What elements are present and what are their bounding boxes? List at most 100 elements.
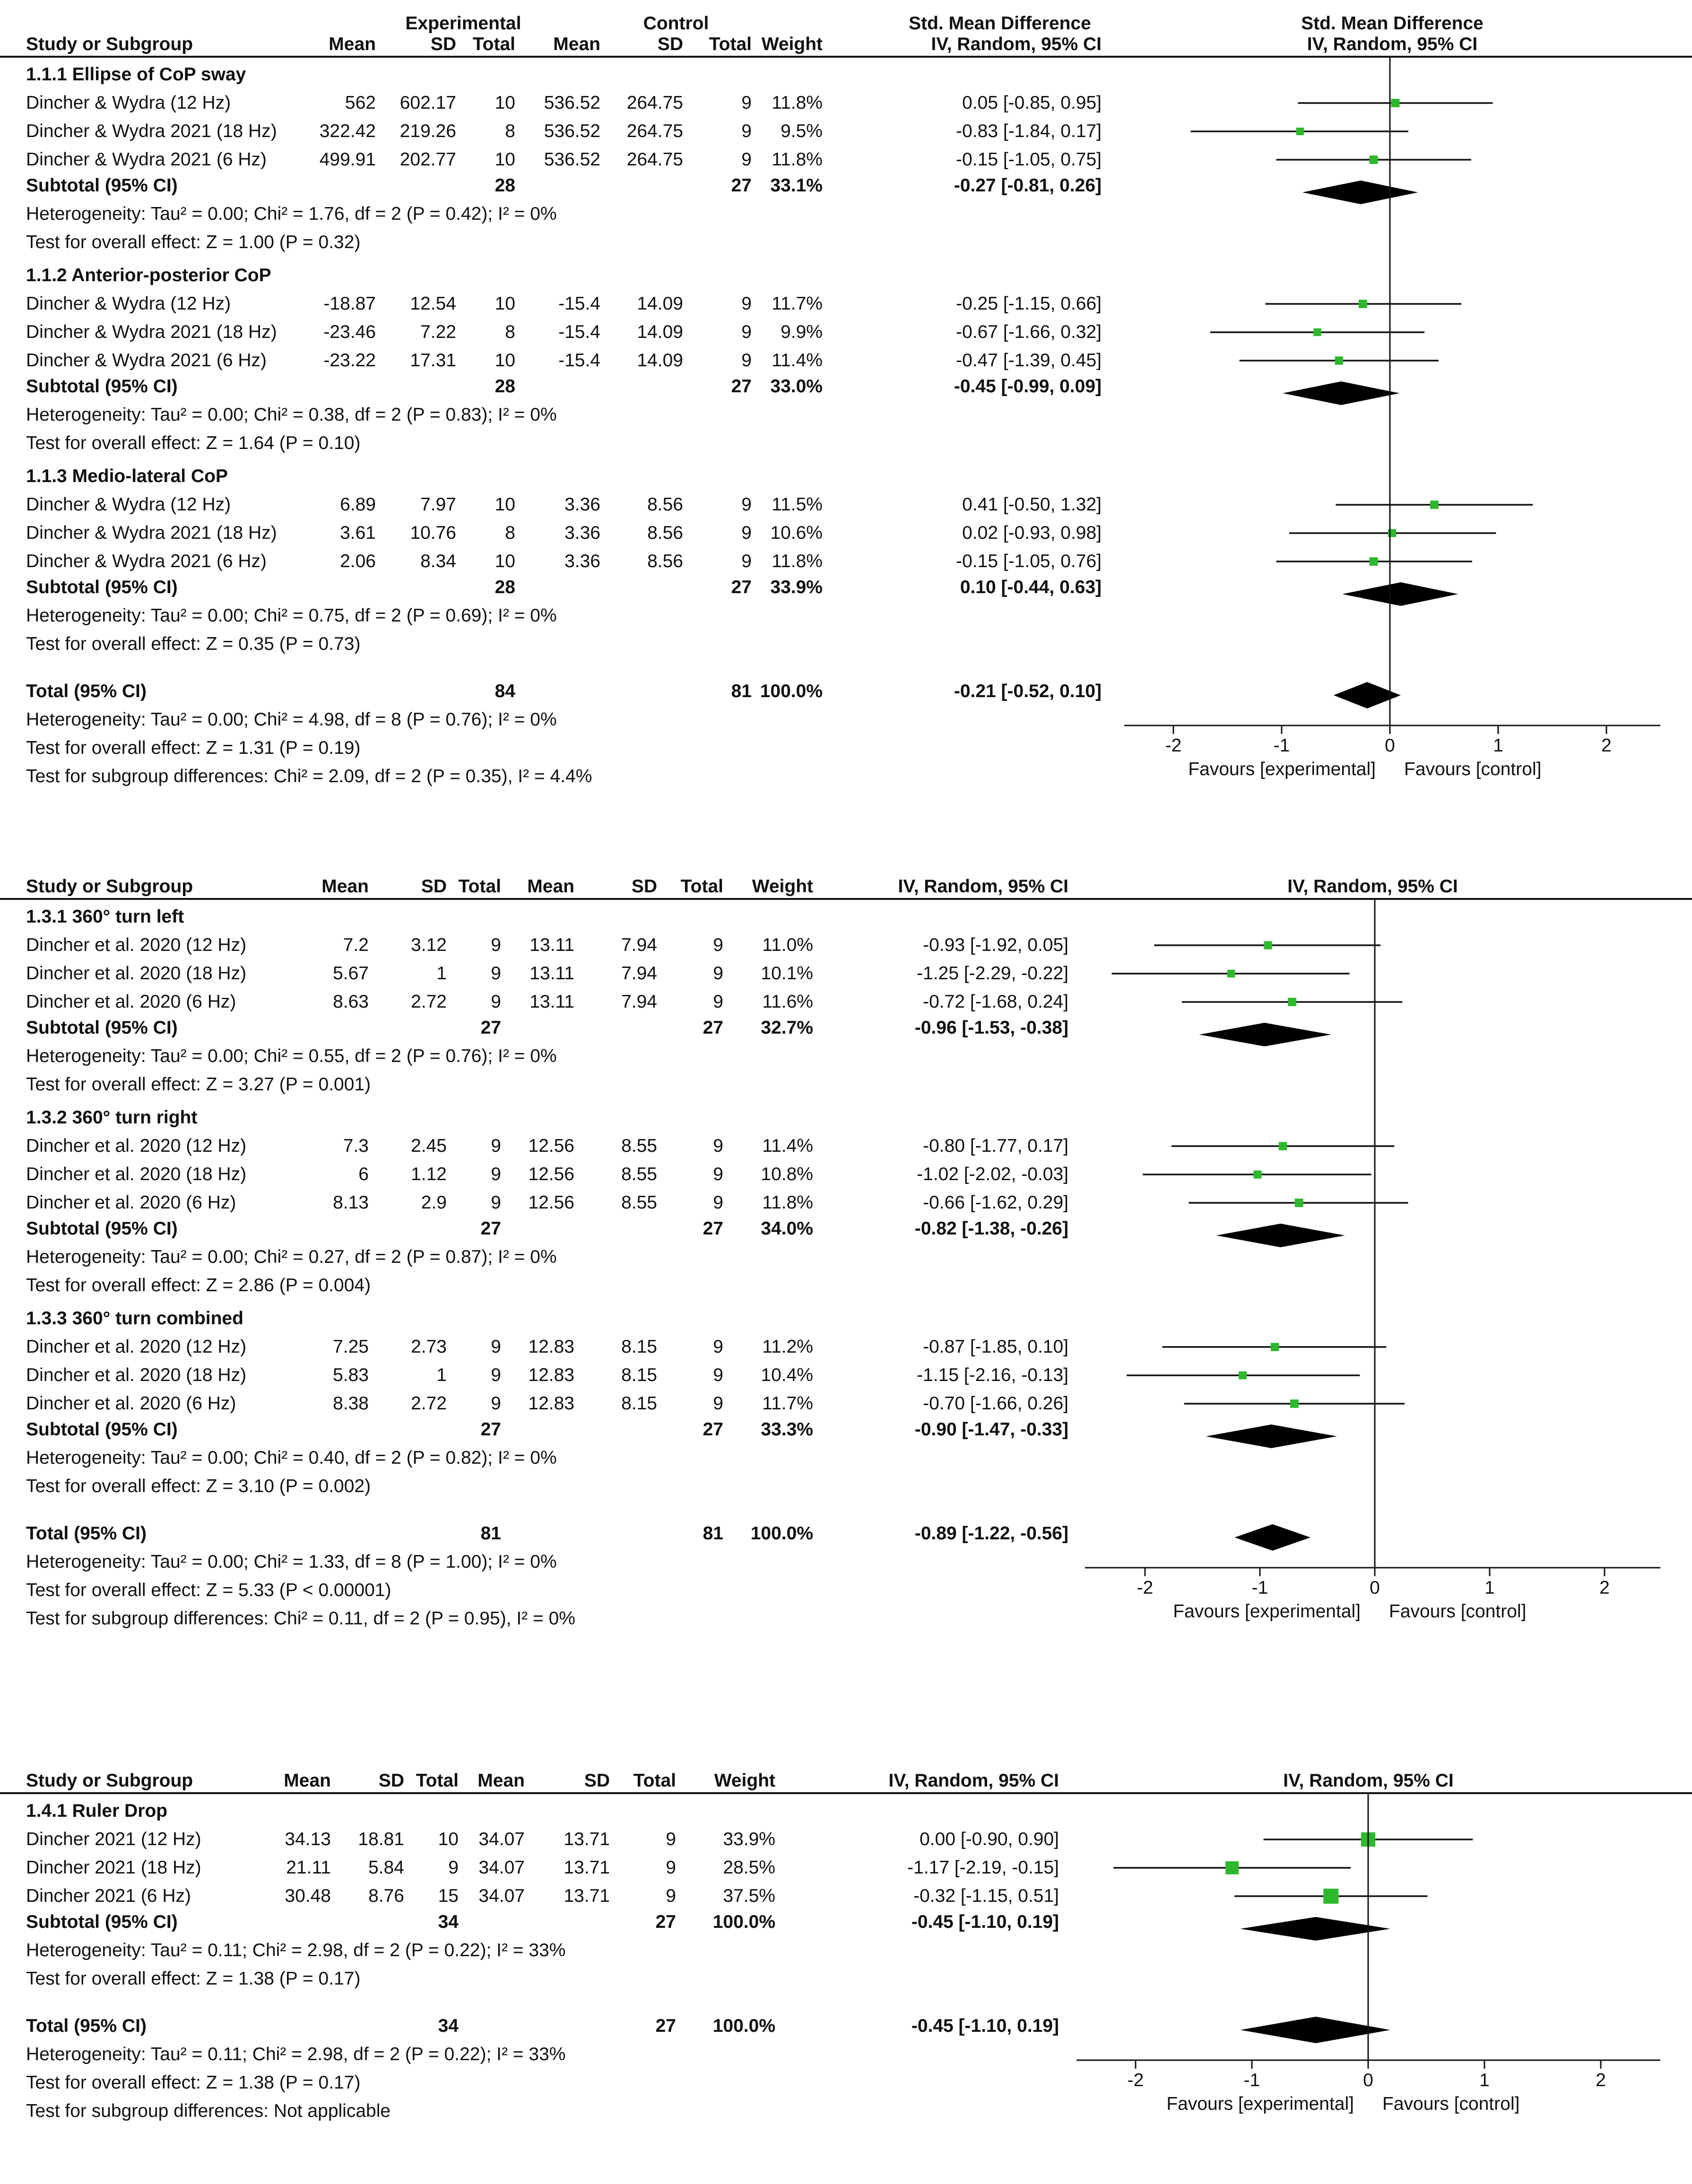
- table-cell: 11.4%: [772, 350, 823, 371]
- study-name: Dincher & Wydra (12 Hz): [26, 494, 231, 515]
- table-cell: 5.84: [368, 1857, 404, 1878]
- table-cell: 7.94: [621, 963, 657, 984]
- subtotal-label: Subtotal (95% CI): [26, 376, 178, 397]
- table-cell: 11.2%: [762, 1337, 813, 1357]
- table-cell: 9.5%: [781, 121, 823, 141]
- table-cell: 32.7%: [761, 1018, 813, 1038]
- table-cell: -0.32 [-1.15, 0.51]: [913, 1886, 1059, 1906]
- column-header: IV, Random, 95% CI: [898, 876, 1068, 897]
- table-cell: 34.07: [478, 1886, 525, 1906]
- table-cell: 27: [703, 1218, 723, 1239]
- table-cell: 0.10 [-0.44, 0.63]: [960, 577, 1102, 597]
- column-header: Weight: [714, 1770, 775, 1791]
- column-header: Mean: [329, 34, 376, 54]
- table-cell: -0.47 [-1.39, 0.45]: [956, 350, 1102, 371]
- table-cell: 9: [666, 1857, 676, 1878]
- table-cell: 9: [713, 935, 723, 955]
- table-cell: -0.72 [-1.68, 0.24]: [923, 992, 1068, 1012]
- table-cell: 2.06: [340, 551, 376, 571]
- table-cell: 12.56: [528, 1164, 574, 1184]
- x-tick-label: -2: [1165, 735, 1182, 756]
- table-cell: 12.83: [528, 1337, 574, 1357]
- table-cell: 5.67: [333, 963, 369, 984]
- table-cell: -15.4: [558, 350, 600, 371]
- table-cell: 9: [741, 494, 752, 515]
- total-label: Total (95% CI): [26, 681, 147, 701]
- table-cell: -1.02 [-2.02, -0.03]: [917, 1164, 1068, 1184]
- table-cell: -0.96 [-1.53, -0.38]: [915, 1018, 1068, 1038]
- subtotal-label: Subtotal (95% CI): [26, 1018, 178, 1038]
- table-cell: 13.71: [564, 1857, 610, 1878]
- total-diamond: [1234, 1524, 1310, 1551]
- study-name: Dincher & Wydra 2021 (6 Hz): [26, 551, 267, 571]
- column-header: SD: [379, 1770, 404, 1791]
- table-cell: 27: [481, 1018, 501, 1038]
- table-cell: 562: [345, 93, 376, 113]
- table-cell: 27: [731, 577, 752, 597]
- smd-column-header: Std. Mean Difference: [909, 13, 1091, 34]
- table-cell: 81: [703, 1523, 723, 1544]
- column-header: Total: [473, 34, 515, 54]
- table-cell: 10: [495, 294, 515, 314]
- study-name: Dincher & Wydra 2021 (6 Hz): [26, 149, 267, 170]
- table-cell: 12.56: [528, 1136, 574, 1156]
- table-cell: 8: [505, 523, 515, 543]
- effect-marker: [1270, 1343, 1279, 1351]
- subtotal-label: Subtotal (95% CI): [26, 175, 178, 196]
- effect-marker: [1391, 99, 1400, 107]
- table-cell: 2.72: [411, 992, 447, 1012]
- x-tick-label: -2: [1128, 2070, 1144, 2090]
- study-name: Dincher et al. 2020 (18 Hz): [26, 1164, 246, 1184]
- study-name: Dincher 2021 (12 Hz): [26, 1829, 201, 1849]
- table-cell: 100.0%: [713, 2016, 775, 2036]
- study-name: Dincher & Wydra (12 Hz): [26, 294, 231, 314]
- column-header: Study or Subgroup: [26, 1770, 193, 1791]
- table-cell: 536.52: [544, 149, 600, 170]
- subgroup-title: 1.3.2 360° turn right: [26, 1107, 197, 1128]
- effect-marker: [1369, 557, 1378, 566]
- table-cell: 33.3%: [761, 1419, 813, 1440]
- column-header: Total: [459, 876, 501, 897]
- table-cell: 27: [731, 376, 752, 397]
- overall-effect-note: Test for overall effect: Z = 1.38 (P = 0…: [26, 1968, 360, 1989]
- heterogeneity-note: Heterogeneity: Tau² = 0.00; Chi² = 0.75,…: [26, 605, 557, 626]
- table-cell: -0.15 [-1.05, 0.76]: [956, 551, 1102, 571]
- table-cell: 264.75: [627, 121, 683, 141]
- table-cell: -0.25 [-1.15, 0.66]: [956, 294, 1102, 314]
- x-tick-label: 2: [1599, 1578, 1610, 1598]
- table-cell: 9: [741, 350, 752, 371]
- column-header: Study or Subgroup: [26, 876, 193, 897]
- subtotal-diamond: [1283, 381, 1400, 405]
- table-cell: 3.36: [564, 523, 600, 543]
- column-header: Total: [416, 1770, 459, 1791]
- table-cell: 10: [495, 93, 515, 113]
- smd-plot-header: Std. Mean Difference: [1301, 13, 1484, 34]
- heterogeneity-note: Heterogeneity: Tau² = 0.00; Chi² = 0.55,…: [26, 1046, 557, 1066]
- table-cell: 9: [713, 963, 723, 984]
- heterogeneity-note: Heterogeneity: Tau² = 0.00; Chi² = 0.38,…: [26, 405, 557, 425]
- table-cell: 11.8%: [772, 93, 823, 113]
- column-header: Total: [709, 34, 752, 54]
- table-cell: -15.4: [558, 294, 600, 314]
- table-cell: 10: [495, 551, 515, 571]
- table-cell: 34.13: [285, 1829, 331, 1849]
- table-cell: 8.56: [647, 551, 683, 571]
- plot-column-header: IV, Random, 95% CI: [1287, 876, 1458, 897]
- table-cell: 27: [656, 1912, 676, 1932]
- column-header: SD: [431, 34, 456, 54]
- table-cell: -0.93 [-1.92, 0.05]: [923, 935, 1068, 955]
- table-cell: 37.5%: [723, 1886, 775, 1906]
- subgroup-title: 1.1.1 Ellipse of CoP sway: [26, 64, 246, 85]
- table-cell: 2.72: [411, 1393, 447, 1414]
- table-cell: -0.45 [-1.10, 0.19]: [911, 1912, 1059, 1932]
- table-cell: 10: [495, 350, 515, 371]
- table-cell: 14.09: [637, 322, 683, 342]
- table-cell: 8.15: [621, 1393, 657, 1414]
- table-cell: 8.34: [420, 551, 456, 571]
- favours-experimental-label: Favours [experimental]: [1173, 1601, 1361, 1622]
- table-cell: 14.09: [637, 350, 683, 371]
- footer-note: Test for overall effect: Z = 1.31 (P = 0…: [26, 738, 360, 758]
- table-cell: 9: [491, 1393, 501, 1414]
- plot-column-header: IV, Random, 95% CI: [1283, 1770, 1454, 1791]
- table-cell: 8.15: [621, 1337, 657, 1357]
